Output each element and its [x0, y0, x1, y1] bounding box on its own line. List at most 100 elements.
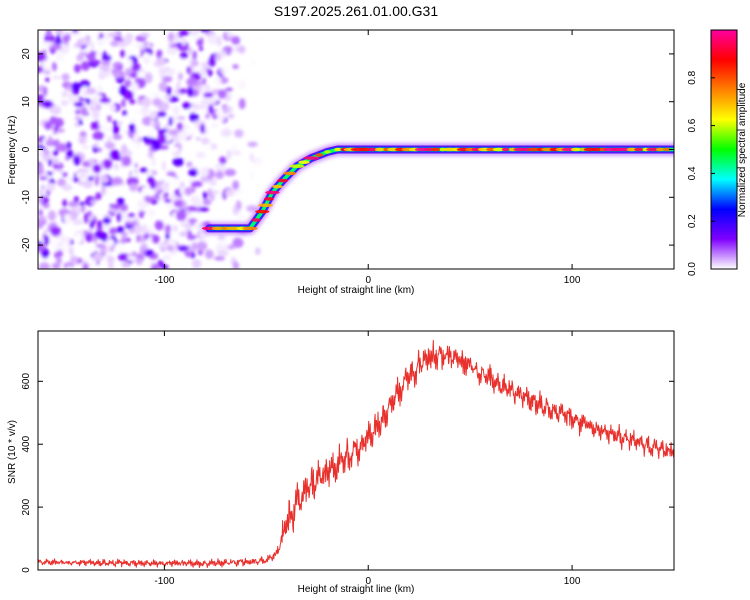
noise-blob — [72, 47, 81, 53]
noise-blob — [57, 143, 68, 152]
noise-blob — [189, 112, 196, 120]
noise-blob — [171, 76, 179, 85]
noise-blob — [74, 63, 81, 73]
noise-blob — [158, 242, 169, 250]
noise-blob — [50, 44, 62, 50]
ridge-peak — [334, 147, 342, 152]
noise-blob — [71, 30, 79, 33]
noise-blob — [99, 97, 111, 104]
noise-blob — [192, 103, 199, 110]
noise-blob — [117, 252, 128, 262]
noise-blob — [72, 177, 80, 183]
noise-blob — [88, 158, 95, 166]
noise-blob — [149, 178, 157, 190]
noise-blob — [76, 54, 83, 62]
noise-blob — [42, 61, 48, 68]
noise-blob — [218, 113, 225, 123]
noise-blob — [50, 226, 62, 237]
colorbar-tick-label: 0.2 — [687, 214, 698, 228]
noise-blob — [128, 117, 138, 123]
ridge-peak — [264, 197, 274, 201]
noise-blob — [154, 220, 164, 231]
noise-blob — [73, 101, 85, 108]
noise-blob — [197, 53, 209, 63]
snr-x-label: Height of straight line (km) — [298, 584, 415, 595]
noise-blob — [120, 98, 126, 108]
colorbar-label: Normalized spectral amplitude — [737, 82, 748, 217]
noise-blob — [69, 255, 78, 265]
noise-blob — [251, 259, 264, 266]
noise-blob — [42, 86, 48, 97]
spectrogram-x-axis: -100 0 100 — [154, 30, 581, 286]
noise-blob — [94, 230, 106, 239]
x-tick-label: 0 — [365, 576, 371, 587]
noise-blob — [118, 85, 128, 96]
noise-blob — [133, 198, 138, 206]
colorbar-tick-label: 0.6 — [687, 118, 698, 132]
noise-blob — [75, 232, 82, 243]
noise-blob — [108, 32, 121, 37]
noise-blob — [38, 164, 44, 175]
noise-blob — [110, 40, 120, 47]
noise-blob — [231, 150, 242, 156]
noise-blob — [79, 170, 87, 180]
noise-blob — [48, 157, 53, 167]
noise-blob — [67, 176, 73, 182]
noise-blob — [152, 97, 163, 107]
noise-blob — [173, 199, 184, 208]
noise-blob — [226, 149, 232, 160]
noise-blob — [241, 35, 247, 46]
noise-blob — [199, 68, 207, 77]
noise-blob — [239, 79, 246, 90]
x-tick-label: -100 — [154, 275, 174, 286]
colorbar-ticks: 0.0 0.2 0.4 0.6 0.8 — [687, 70, 715, 276]
noise-blob — [163, 198, 173, 204]
noise-blob — [163, 192, 169, 198]
noise-blob — [105, 190, 115, 196]
noise-blob — [231, 49, 237, 58]
noise-blob — [120, 49, 126, 58]
noise-blob — [116, 197, 125, 206]
noise-blob — [131, 62, 141, 72]
noise-blob — [217, 89, 227, 99]
noise-blob — [135, 258, 143, 266]
noise-blob — [117, 42, 128, 48]
noise-blob — [102, 54, 112, 62]
noise-blob — [150, 199, 159, 205]
noise-blob — [98, 32, 104, 39]
noise-blob — [57, 178, 66, 187]
noise-blob — [158, 67, 167, 77]
noise-blob — [97, 84, 103, 94]
noise-blob — [47, 210, 57, 222]
noise-blob — [46, 182, 56, 192]
noise-blob — [101, 64, 111, 72]
noise-blob — [148, 150, 154, 159]
noise-blob — [53, 171, 61, 179]
noise-blob — [69, 246, 74, 256]
noise-blob — [223, 245, 229, 251]
noise-blob — [90, 98, 98, 110]
noise-blob — [53, 164, 60, 169]
noise-blob — [163, 94, 172, 100]
noise-blob — [141, 105, 149, 116]
noise-blob — [221, 105, 234, 114]
colorbar-tick-label: 0.4 — [687, 166, 698, 180]
noise-blob — [66, 265, 72, 269]
noise-blob — [38, 201, 42, 211]
noise-blob — [168, 116, 173, 126]
noise-blob — [79, 79, 91, 89]
noise-blob — [238, 98, 246, 110]
noise-blob — [181, 37, 187, 47]
y-tick-label: -10 — [21, 190, 32, 205]
noise-blob — [171, 116, 177, 124]
noise-blob — [192, 72, 202, 81]
noise-blob — [55, 30, 63, 35]
noise-blob — [186, 78, 197, 86]
noise-blob — [121, 261, 131, 268]
noise-blob — [38, 219, 44, 229]
noise-blob — [112, 120, 118, 125]
noise-blob — [122, 35, 133, 45]
noise-blob — [143, 56, 151, 64]
noise-blob — [51, 240, 59, 249]
